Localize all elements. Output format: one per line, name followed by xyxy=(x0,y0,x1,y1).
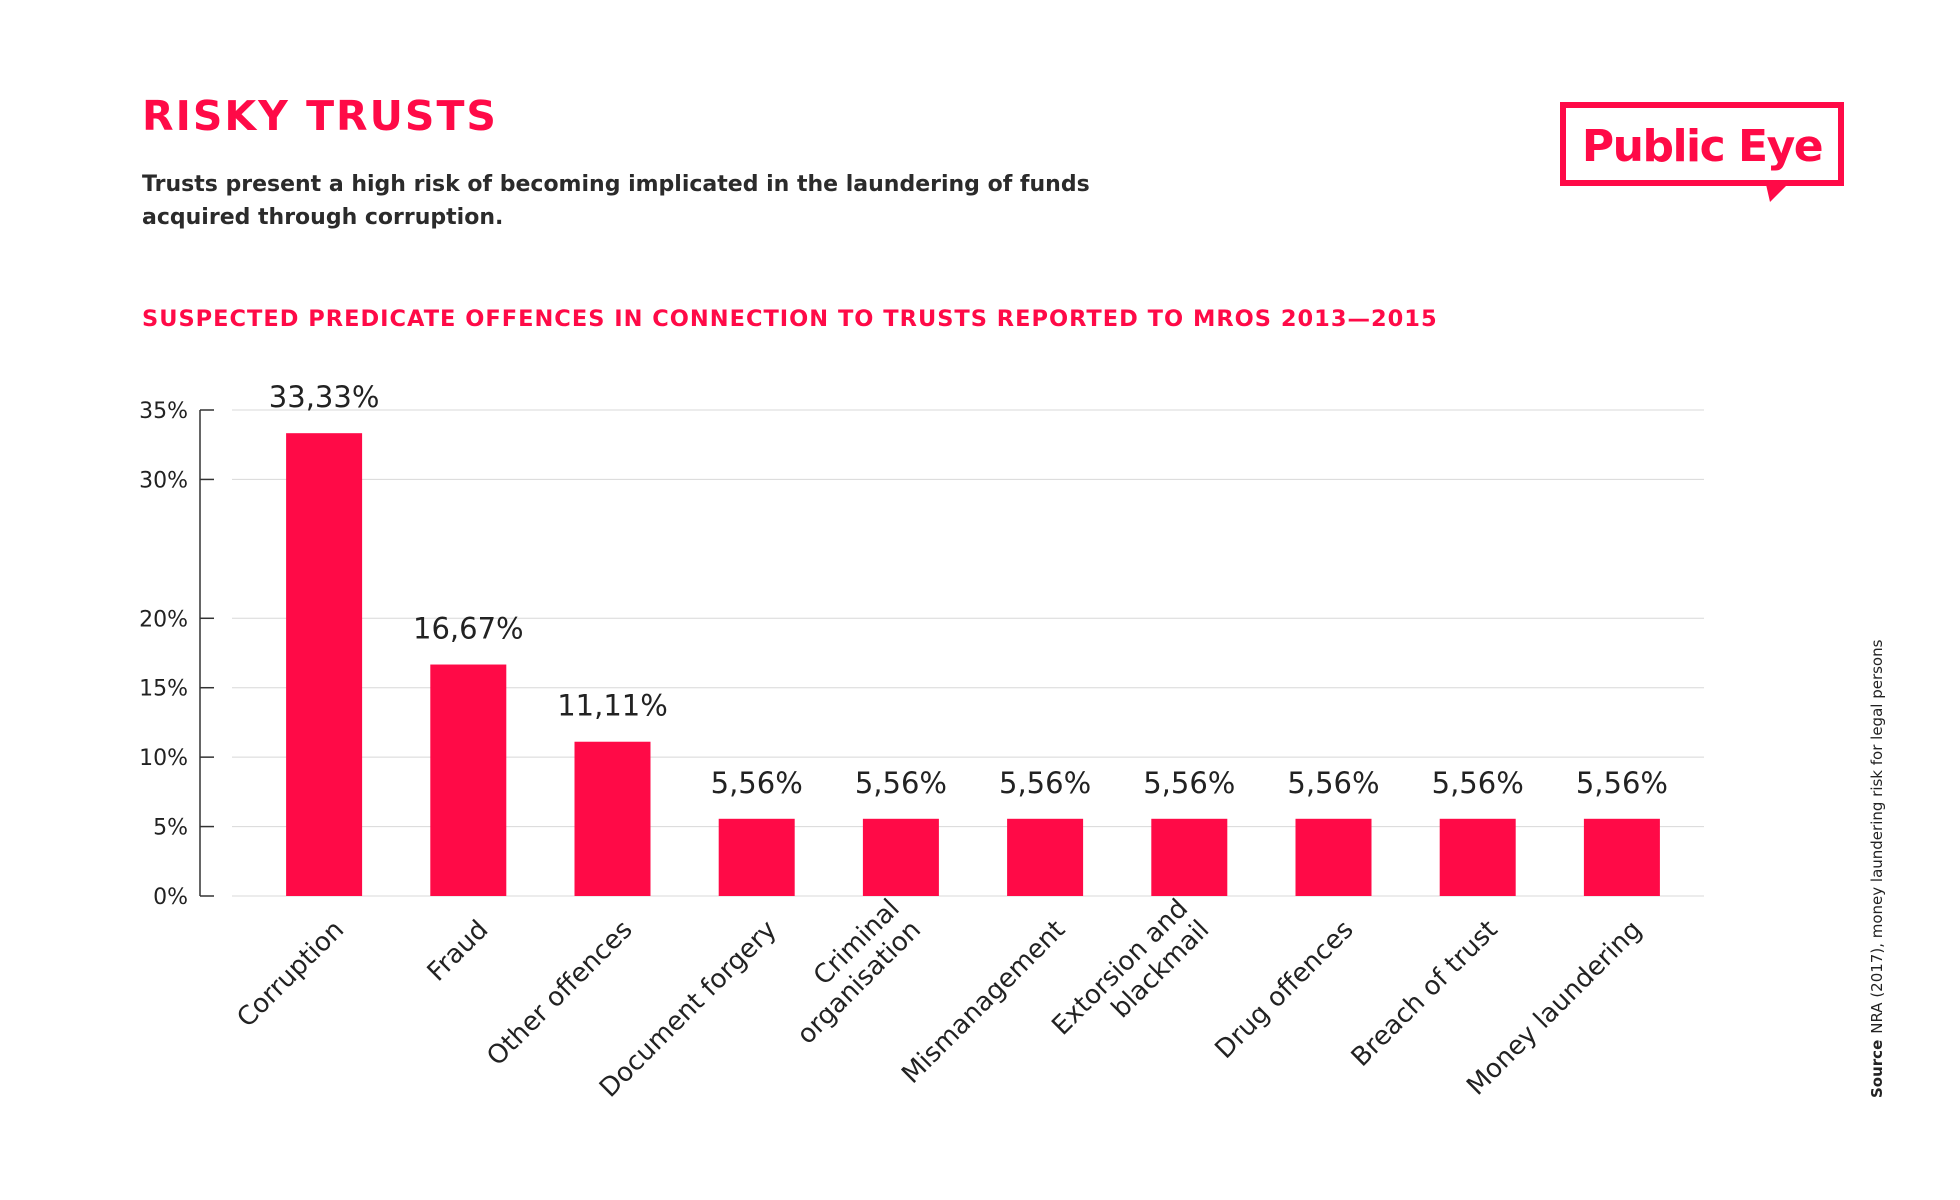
x-tick-label-line: Other offences xyxy=(481,915,638,1072)
y-tick-label: 35% xyxy=(139,399,188,424)
y-tick-label: 0% xyxy=(153,885,188,910)
logo-text: Public Eye xyxy=(1582,121,1822,172)
bar xyxy=(1583,818,1660,896)
x-tick-label-line: Breach of trust xyxy=(1346,915,1504,1073)
x-tick-label-line: Fraud xyxy=(422,915,495,988)
bar-data-label: 5,56% xyxy=(855,766,947,800)
bar-data-label: 11,11% xyxy=(557,689,668,723)
bar-data-label: 5,56% xyxy=(1576,766,1668,800)
x-tick-label: Corruption xyxy=(231,915,350,1034)
bar xyxy=(1295,818,1372,896)
bars: 33,33% 16,67% 11,11% 5,56% 5,56% 5,56% 5,56% 5,… xyxy=(269,380,1668,896)
y-axis: 0% 5% 10% 15% 20% 30% 35% xyxy=(139,399,214,910)
bar xyxy=(286,433,363,896)
logo-speech-tail xyxy=(1765,180,1792,202)
chart-title: SUSPECTED PREDICATE OFFENCES IN CONNECTI… xyxy=(142,306,1438,332)
y-tick-label: 30% xyxy=(139,468,188,493)
x-tick-label-line: Mismanagement xyxy=(896,915,1071,1090)
gridlines xyxy=(232,409,1704,897)
x-tick-label: Drug offences xyxy=(1210,915,1360,1065)
bar xyxy=(430,664,507,896)
x-tick-label-line: Drug offences xyxy=(1210,915,1360,1065)
bar-data-label: 5,56% xyxy=(999,766,1091,800)
x-tick-label: Other offences xyxy=(481,915,638,1072)
bar-data-label: 33,33% xyxy=(269,380,380,414)
bar xyxy=(574,741,651,896)
bar-data-label: 5,56% xyxy=(1287,766,1379,800)
bar-data-label: 5,56% xyxy=(1432,766,1524,800)
y-tick-label: 10% xyxy=(139,746,188,771)
public-eye-logo: Public Eye xyxy=(1560,102,1844,202)
bar xyxy=(1151,818,1228,896)
logo-frame xyxy=(1560,102,1844,186)
bar-data-label: 16,67% xyxy=(413,612,524,646)
y-tick-label: 5% xyxy=(153,816,188,841)
bar xyxy=(1007,818,1084,896)
bar xyxy=(1439,818,1516,896)
page-subtitle: Trusts present a high risk of becoming i… xyxy=(142,172,1090,230)
x-tick-label: Breach of trust xyxy=(1346,915,1504,1073)
x-tick-label: Fraud xyxy=(422,915,495,988)
page-title: RISKY TRUSTS xyxy=(142,92,498,140)
y-tick-label: 15% xyxy=(139,677,188,702)
bar-data-label: 5,56% xyxy=(711,766,803,800)
x-tick-label: Mismanagement xyxy=(896,915,1071,1090)
y-tick-label: 20% xyxy=(139,607,188,632)
bar-data-label: 5,56% xyxy=(1143,766,1235,800)
bar xyxy=(718,818,795,896)
x-tick-label-line: Corruption xyxy=(231,915,350,1034)
bar xyxy=(862,818,939,896)
